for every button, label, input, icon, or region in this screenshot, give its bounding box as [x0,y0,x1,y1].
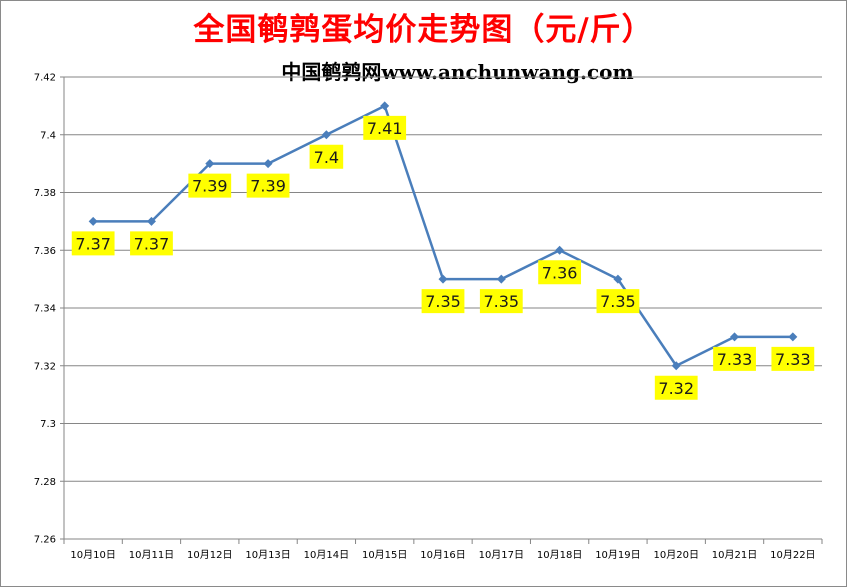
data-label: 7.41 [367,119,403,138]
x-tick-label: 10月16日 [420,549,465,561]
y-tick-label: 7.4 [40,130,56,141]
x-tick-label: 10月12日 [187,549,232,561]
data-point [380,101,390,111]
data-point [788,332,798,342]
x-tick-label: 10月17日 [479,549,524,561]
data-label-box [309,144,344,169]
x-tick-label: 10月18日 [537,549,582,561]
axes [60,76,823,544]
data-label-box [246,173,290,198]
data-label: 7.39 [250,177,286,196]
data-points [88,101,798,371]
data-point [496,274,506,284]
data-label: 7.37 [75,234,111,253]
data-point [88,216,98,226]
data-point [613,274,623,284]
data-label: 7.33 [717,350,753,369]
y-tick-label: 7.28 [34,477,56,488]
data-label-box [713,346,756,371]
data-label-box [654,375,698,400]
y-tick-label: 7.42 [34,73,56,84]
data-label-box [421,289,465,314]
data-label-box [130,231,173,256]
data-label-box [188,173,232,198]
y-tick-label: 7.3 [40,419,56,430]
y-tick-labels: 7.26 7.28 7.3 7.32 7.34 7.36 7.38 7.4 7.42 [34,73,56,546]
data-label: 7.35 [483,292,519,311]
data-label: 7.36 [542,263,578,282]
data-label: 7.39 [192,177,228,196]
x-tick-label: 10月20日 [654,549,699,561]
y-tick-label: 7.26 [34,535,56,546]
series-line [93,104,793,367]
y-tick-label: 7.34 [34,304,56,315]
x-tick-label: 10月14日 [304,549,349,561]
x-tick-labels: 10月10日 10月11日 10月12日 10月13日 10月14日 10月15日 10月1… [70,549,815,561]
data-point [205,159,215,169]
x-tick-label: 10月15日 [362,549,407,561]
data-label-box [363,115,407,140]
data-label: 7.37 [134,234,170,253]
data-labels: 7.37 7.37 7.39 7.39 7.4 7.41 7.35 7.35 7.36 7.35 7… [71,115,815,400]
data-point [263,159,273,169]
chart-title: 全国鹌鹑蛋均价走势图（元/斤） [193,12,654,48]
x-tick-label: 10月11日 [129,549,174,561]
data-label-box [538,260,582,285]
data-label: 7.35 [600,292,636,311]
y-tick-label: 7.36 [34,246,56,257]
data-point [438,274,448,284]
data-point [146,216,156,226]
y-tick-label: 7.38 [34,188,56,199]
x-tick-label: 10月13日 [245,549,290,561]
data-label: 7.33 [775,350,811,369]
data-label-box [71,231,115,256]
x-tick-label: 10月22日 [770,549,815,561]
data-label-box [596,289,640,314]
chart-subtitle: 中国鹌鹑网www.anchunwang.com [281,60,634,84]
data-point [671,361,681,371]
data-label-box [771,346,815,371]
y-tick-label: 7.32 [34,361,56,372]
data-point [730,332,740,342]
x-tick-label: 10月19日 [595,549,640,561]
data-label: 7.35 [425,292,461,311]
series-line-path [93,104,793,367]
x-tick-label: 10月10日 [70,549,115,561]
data-point [321,130,331,140]
data-point [555,245,565,255]
data-label-box [479,289,523,314]
x-tick-label: 10月21日 [712,549,757,561]
data-label: 7.4 [314,148,339,167]
data-label: 7.32 [658,379,694,398]
